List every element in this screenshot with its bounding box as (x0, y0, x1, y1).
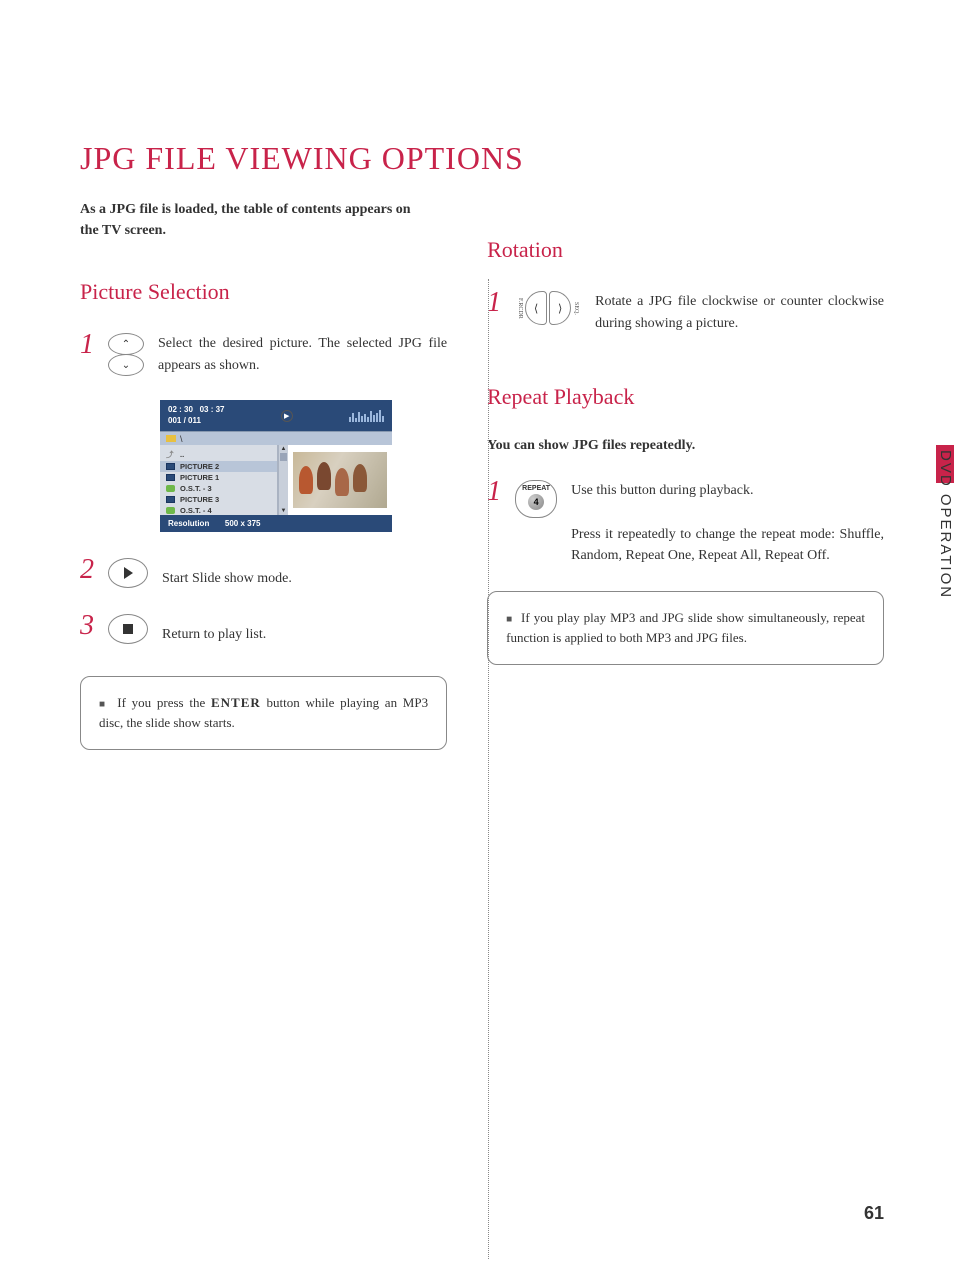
step-text: Use this button during playback. Press i… (571, 480, 884, 567)
tv-path-bar: \ (160, 431, 392, 445)
bullet-icon: ■ (506, 614, 513, 625)
intro-text: As a JPG file is loaded, the table of co… (80, 199, 420, 241)
tv-footer: Resolution 500 x 375 (160, 515, 392, 532)
step-text: Start Slide show mode. (162, 558, 292, 590)
tv-time-a: 02 : 30 (168, 405, 193, 414)
step-number: 2 (80, 556, 94, 584)
rotation-step-1: 1 F.RCDR ⟨ ⟩ SEQ. Rotate a JPG file cloc… (487, 291, 884, 334)
tv-screenshot: 02 : 30 03 : 37 001 / 011 ▶ \ ⤴.. PICTUR… (160, 400, 392, 532)
repeat-step-1: 1 REPEAT 4 Use this button during playba… (487, 480, 884, 567)
equalizer-icon (349, 410, 384, 422)
tv-file-list: ⤴.. PICTURE 2 PICTURE 1 O.S.T. - 3 PICTU… (160, 445, 278, 515)
tv-time-b: 03 : 37 (200, 405, 225, 414)
repeat-note-box: ■ If you play play MP3 and JPG slide sho… (487, 591, 884, 665)
rotation-heading: Rotation (487, 237, 884, 263)
page-title: JPG FILE VIEWING OPTIONS (80, 140, 884, 177)
picture-selection-heading: Picture Selection (80, 279, 447, 305)
play-indicator-icon: ▶ (281, 410, 293, 422)
picture-step-2: 2 Start Slide show mode. (80, 558, 447, 590)
up-down-button-icon: ⌃ ⌄ (108, 333, 144, 376)
page-content: JPG FILE VIEWING OPTIONS As a JPG file i… (0, 0, 954, 810)
step-text: Select the desired picture. The selected… (158, 333, 447, 376)
left-right-button-icon: F.RCDR ⟨ ⟩ SEQ. (515, 291, 581, 325)
tv-counter: 001 / 011 (168, 416, 224, 426)
repeat-label: REPEAT (522, 485, 550, 492)
repeat-heading: Repeat Playback (487, 384, 884, 410)
step-number: 1 (80, 331, 94, 359)
step-number: 1 (487, 478, 501, 506)
repeat-number: 4 (528, 494, 544, 510)
step-text: Return to play list. (162, 614, 266, 646)
picture-step-1: 1 ⌃ ⌄ Select the desired picture. The se… (80, 333, 447, 376)
repeat-button-icon: REPEAT 4 (515, 480, 557, 518)
enter-keyword: ENTER (211, 695, 261, 710)
step-number: 1 (487, 289, 501, 317)
step-text: Rotate a JPG file clockwise or counter c… (595, 291, 884, 334)
tv-preview-pane (288, 445, 392, 515)
note-text-prefix: If you press the (117, 695, 211, 710)
right-column: Rotation 1 F.RCDR ⟨ ⟩ SEQ. Rotate a JPG … (487, 279, 884, 750)
tv-scrollbar: ▲▼ (278, 445, 288, 515)
stop-button-icon (108, 614, 148, 644)
page-number: 61 (864, 1203, 884, 1224)
play-button-icon (108, 558, 148, 588)
column-divider (488, 279, 489, 1259)
left-column: Picture Selection 1 ⌃ ⌄ Select the desir… (80, 279, 447, 750)
tv-header: 02 : 30 03 : 37 001 / 011 ▶ (160, 400, 392, 431)
step-number: 3 (80, 612, 94, 640)
note-text: If you play play MP3 and JPG slide show … (506, 610, 865, 645)
enter-note-box: ■ If you press the ENTER button while pl… (80, 676, 447, 750)
picture-step-3: 3 Return to play list. (80, 614, 447, 646)
bullet-icon: ■ (99, 699, 108, 710)
repeat-subhead: You can show JPG files repeatedly. (487, 438, 884, 454)
